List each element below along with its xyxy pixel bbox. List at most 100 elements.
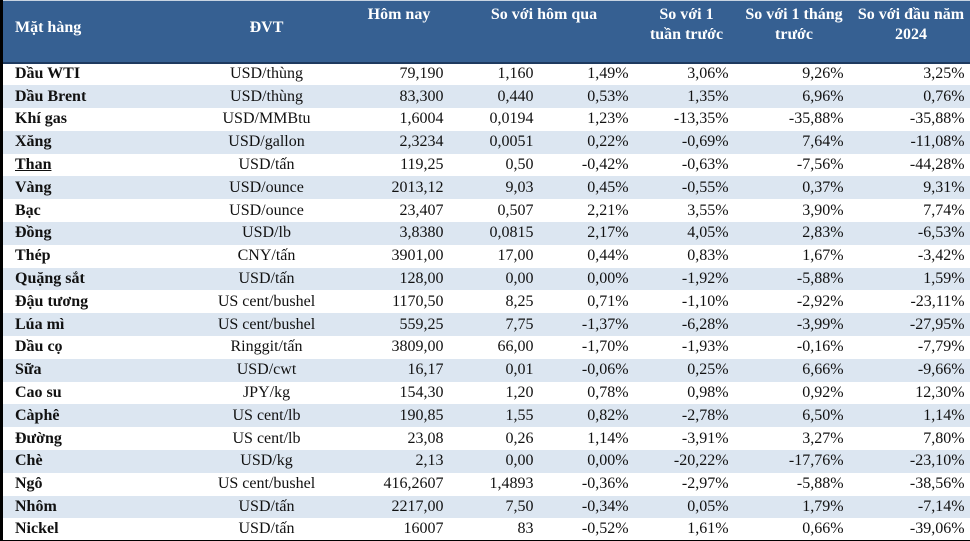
cell-today-price: 79,190 (399, 65, 444, 83)
table-row: Đồng USD/lb 3,8380 0,0815 2,17% 4,05% 2,… (1, 222, 970, 245)
column-header-unit: ĐVT (186, 0, 347, 64)
cell-month-percent: 0,37% (802, 178, 844, 196)
cell-ytd-percent: -23,10% (909, 452, 965, 470)
cell-today-price: 16007 (403, 520, 444, 538)
cell-change-absolute: 66,00 (497, 338, 534, 356)
cell-week-percent: -13,35% (673, 110, 729, 128)
cell-commodity-name: Sữa (15, 361, 42, 379)
cell-unit: USD/cwt (236, 361, 297, 379)
cell-change-absolute: 0,50 (505, 156, 534, 174)
cell-change-absolute: 7,50 (505, 498, 534, 516)
table-row: Ngô US cent/bushel 416,2607 1,4893 -0,36… (1, 472, 970, 496)
cell-ytd-percent: -7,14% (917, 498, 965, 516)
cell-change-absolute: 0,507 (497, 201, 534, 219)
cell-commodity-name: Thép (15, 247, 51, 265)
cell-week-percent: -1,92% (681, 270, 729, 288)
cell-ytd-percent: -27,95% (909, 315, 965, 333)
cell-month-percent: 0,66% (802, 520, 844, 538)
cell-change-percent: -0,06% (581, 361, 629, 379)
cell-change-percent: -0,36% (581, 475, 629, 493)
cell-ytd-percent: -9,66% (917, 361, 965, 379)
table-header: Mặt hàng ĐVT Hôm nay So với hôm qua So v… (1, 0, 970, 64)
cell-unit: USD/tấn (238, 498, 295, 516)
cell-unit: USD/thùng (230, 87, 303, 105)
cell-change-absolute: 0,0815 (489, 224, 534, 242)
cell-change-absolute: 0,01 (505, 361, 534, 379)
cell-unit: US cent/lb (232, 406, 301, 424)
cell-commodity-name: Càphê (15, 406, 60, 424)
column-header-today: Hôm nay (346, 0, 452, 64)
cell-month-percent: 3,90% (802, 201, 844, 219)
table-row: Nhôm USD/tấn 2217,00 7,50 -0,34% 0,05% 1… (1, 495, 970, 519)
table-row: Cao su JPY/kg 154,30 1,20 0,78% 0,98% 0,… (1, 381, 970, 405)
cell-today-price: 2217,00 (391, 498, 444, 516)
cell-change-percent: 1,14% (587, 429, 629, 447)
cell-week-percent: 3,55% (687, 201, 729, 219)
table-row: Xăng USD/gallon 2,3234 0,0051 0,22% -0,6… (1, 130, 970, 154)
cell-month-percent: -3,99% (796, 315, 844, 333)
cell-commodity-name: Xăng (15, 133, 52, 151)
cell-unit: USD/ounce (229, 178, 304, 196)
cell-unit: USD/gallon (228, 133, 305, 151)
cell-today-price: 128,00 (399, 270, 444, 288)
cell-change-percent: 0,00% (587, 270, 629, 288)
cell-today-price: 83,300 (399, 87, 444, 105)
cell-week-percent: -1,10% (681, 292, 729, 310)
cell-change-percent: 0,45% (587, 178, 629, 196)
cell-change-absolute: 1,20 (505, 384, 534, 402)
cell-ytd-percent: -23,11% (910, 292, 965, 310)
cell-commodity-name: Lúa mì (15, 315, 65, 333)
cell-change-absolute: 8,25 (505, 292, 534, 310)
cell-week-percent: -2,97% (681, 475, 729, 493)
table-row: Khí gas USD/MMBtu 1,6004 0,0194 1,23% -1… (1, 108, 970, 131)
cell-week-percent: 0,83% (687, 247, 729, 265)
table-row: Thép CNY/tấn 3901,00 17,00 0,44% 0,83% 1… (1, 244, 970, 268)
cell-change-percent: 0,44% (587, 247, 629, 265)
cell-unit: USD/lb (242, 224, 291, 242)
cell-commodity-name: Đường (15, 429, 62, 447)
table-row: Đậu tương US cent/bushel 1170,50 8,25 0,… (1, 290, 970, 314)
cell-ytd-percent: -7,79% (917, 338, 965, 356)
cell-month-percent: 0,92% (802, 384, 844, 402)
cell-unit: US cent/bushel (217, 292, 316, 310)
cell-change-percent: -1,37% (581, 315, 629, 333)
cell-change-percent: 0,53% (587, 87, 629, 105)
cell-week-percent: -20,22% (673, 452, 729, 470)
cell-change-absolute: 1,4893 (489, 475, 534, 493)
cell-unit: USD/tấn (238, 520, 295, 538)
cell-month-percent: -35,88% (788, 110, 844, 128)
cell-ytd-percent: 7,74% (923, 201, 965, 219)
cell-today-price: 2013,12 (391, 178, 444, 196)
cell-change-absolute: 17,00 (497, 247, 534, 265)
cell-today-price: 1170,50 (392, 292, 444, 310)
column-header-vs-yesterday: So với hôm qua (451, 0, 637, 64)
cell-week-percent: 3,06% (687, 65, 729, 83)
cell-commodity-name: Đậu tương (15, 292, 89, 310)
cell-change-percent: 0,82% (587, 406, 629, 424)
cell-commodity-name: Quặng sắt (15, 270, 85, 288)
cell-week-percent: 1,61% (687, 520, 729, 538)
column-header-vs-1-month: So với 1 tháng trước (736, 0, 852, 64)
cell-commodity-name: Nickel (15, 520, 59, 538)
cell-ytd-percent: 1,59% (923, 270, 965, 288)
cell-unit: USD/thùng (230, 65, 303, 83)
cell-today-price: 23,407 (399, 201, 444, 219)
cell-change-percent: -0,34% (581, 498, 629, 516)
cell-commodity-name: Bạc (15, 201, 41, 219)
cell-week-percent: -1,93% (681, 338, 729, 356)
cell-month-percent: -0,16% (796, 338, 844, 356)
cell-ytd-percent: 3,25% (923, 65, 965, 83)
cell-unit: USD/ounce (229, 201, 304, 219)
cell-ytd-percent: -35,88% (909, 110, 965, 128)
cell-week-percent: -3,91% (681, 429, 729, 447)
cell-week-percent: 1,35% (687, 87, 729, 105)
cell-commodity-name: Cao su (15, 384, 62, 402)
cell-commodity-name-link[interactable]: Than (15, 156, 52, 174)
column-header-commodity: Mặt hàng (1, 0, 187, 64)
cell-today-price: 559,25 (399, 315, 444, 333)
table-row: Dầu Brent USD/thùng 83,300 0,440 0,53% 1… (1, 85, 970, 109)
table-row: Nickel USD/tấn 16007 83 -0,52% 1,61% 0,6… (1, 518, 970, 541)
cell-change-percent: 1,23% (587, 110, 629, 128)
cell-commodity-name: Nhôm (15, 498, 57, 516)
